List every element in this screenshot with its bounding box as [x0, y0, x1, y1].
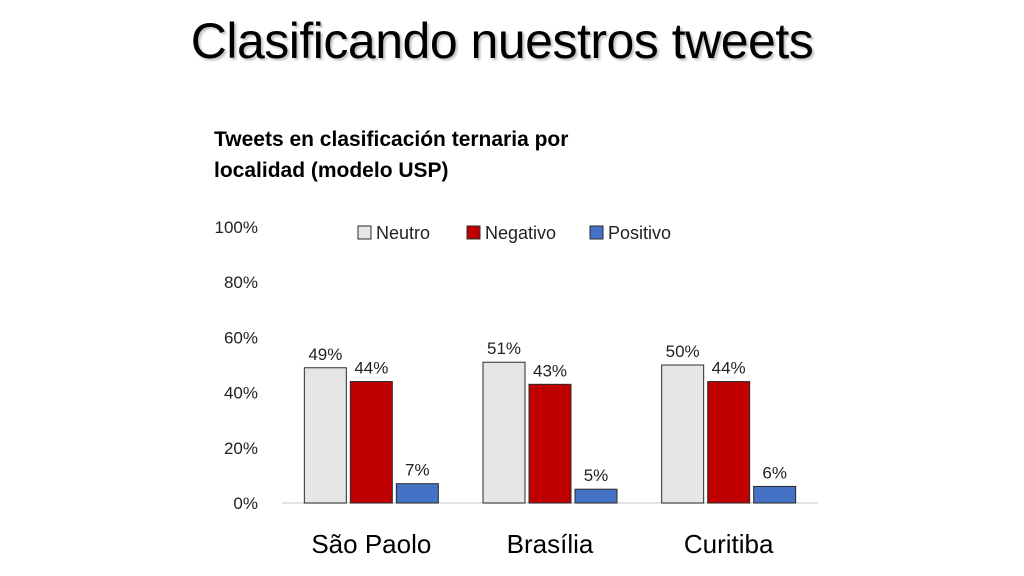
bar-neutro: [303, 367, 347, 504]
slide-title: Clasificando nuestros tweets: [190, 13, 814, 69]
bar-positivo: [574, 488, 618, 504]
data-label: 44%: [712, 359, 746, 378]
data-label: 43%: [533, 361, 567, 380]
bar-neutro: [661, 364, 705, 504]
bar-negativo: [528, 383, 572, 504]
bar-neutro: [482, 361, 526, 504]
data-label: 50%: [666, 342, 700, 361]
data-label: 5%: [584, 466, 609, 485]
y-tick-label: 80%: [224, 273, 258, 292]
data-label: 7%: [405, 461, 430, 480]
category-label: Curitiba: [684, 529, 774, 559]
legend-swatch-positivo: [589, 225, 604, 240]
data-label: 51%: [487, 339, 521, 358]
y-tick-label: 60%: [224, 328, 258, 347]
category-label: São Paolo: [311, 529, 431, 559]
data-label: 44%: [354, 359, 388, 378]
bar-negativo: [707, 381, 751, 504]
legend-swatch-neutro: [357, 225, 372, 240]
y-tick-label: 100%: [215, 218, 258, 237]
bar-negativo: [349, 381, 393, 504]
bar-positivo: [395, 483, 439, 504]
data-label: 6%: [762, 463, 787, 482]
chart-title: Tweets en clasificación ternaria por loc…: [214, 128, 569, 182]
category-label: Brasília: [507, 529, 594, 559]
y-tick-label: 0%: [233, 494, 258, 513]
legend-label-positivo: Positivo: [608, 223, 671, 243]
legend-label-negativo: Negativo: [485, 223, 556, 243]
bar-positivo: [753, 485, 797, 504]
data-label: 49%: [308, 345, 342, 364]
y-tick-label: 40%: [224, 384, 258, 403]
y-tick-label: 20%: [224, 439, 258, 458]
legend-label-neutro: Neutro: [376, 223, 430, 243]
legend-swatch-negativo: [466, 225, 481, 240]
